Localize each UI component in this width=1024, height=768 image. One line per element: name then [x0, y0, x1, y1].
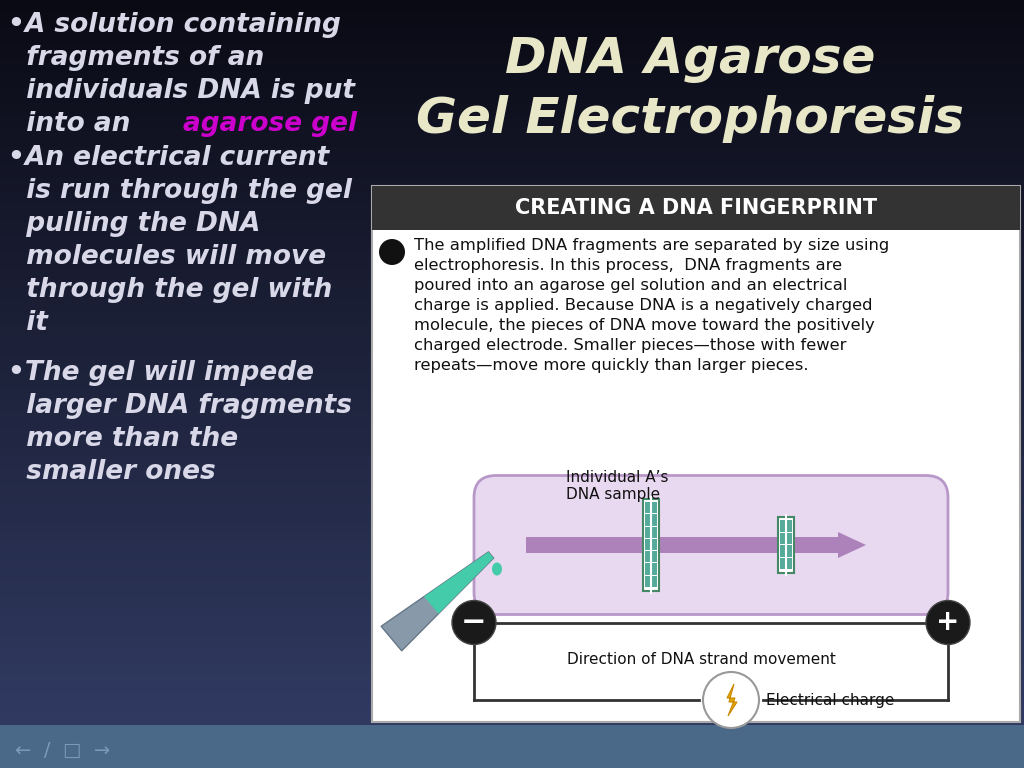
- Text: CREATING A DNA FINGERPRINT: CREATING A DNA FINGERPRINT: [515, 198, 878, 218]
- Bar: [645, 564, 657, 574]
- FancyBboxPatch shape: [643, 499, 659, 591]
- Bar: [645, 502, 657, 513]
- FancyBboxPatch shape: [474, 475, 948, 614]
- Text: Gel Electrophoresis: Gel Electrophoresis: [416, 95, 964, 143]
- Ellipse shape: [492, 562, 502, 575]
- Bar: [645, 515, 657, 525]
- Circle shape: [452, 601, 496, 644]
- Text: through the gel with: through the gel with: [8, 277, 332, 303]
- Text: pulling the DNA: pulling the DNA: [8, 211, 260, 237]
- Polygon shape: [381, 552, 494, 650]
- Circle shape: [379, 239, 406, 265]
- Polygon shape: [424, 552, 494, 614]
- Text: agarose gel: agarose gel: [183, 111, 357, 137]
- Bar: [645, 539, 657, 550]
- Text: +: +: [936, 608, 959, 637]
- Text: is run through the gel: is run through the gel: [8, 178, 352, 204]
- Bar: [780, 558, 792, 569]
- Text: •The gel will impede: •The gel will impede: [8, 360, 314, 386]
- Text: •An electrical current: •An electrical current: [8, 145, 330, 171]
- FancyBboxPatch shape: [778, 517, 794, 573]
- FancyBboxPatch shape: [0, 725, 1024, 768]
- Bar: [645, 527, 657, 538]
- Text: Direction of DNA strand movement: Direction of DNA strand movement: [566, 653, 836, 667]
- Bar: [645, 551, 657, 562]
- Text: into an: into an: [8, 111, 139, 137]
- FancyArrow shape: [526, 532, 866, 558]
- Bar: [780, 520, 792, 531]
- Text: larger DNA fragments: larger DNA fragments: [8, 393, 352, 419]
- Text: Electrical charge: Electrical charge: [766, 693, 894, 707]
- Polygon shape: [727, 684, 737, 716]
- Circle shape: [703, 672, 759, 728]
- Text: −: −: [461, 608, 486, 637]
- Text: molecules will move: molecules will move: [8, 244, 326, 270]
- Text: DNA Agarose: DNA Agarose: [505, 35, 876, 83]
- Bar: [780, 532, 792, 544]
- Text: it: it: [8, 310, 48, 336]
- Bar: [780, 545, 792, 557]
- Text: individuals DNA is put: individuals DNA is put: [8, 78, 355, 104]
- Bar: [645, 576, 657, 587]
- Text: Individual A’s
DNA sample: Individual A’s DNA sample: [566, 470, 669, 502]
- FancyBboxPatch shape: [372, 186, 1020, 230]
- FancyBboxPatch shape: [372, 186, 1020, 722]
- Text: smaller ones: smaller ones: [8, 459, 216, 485]
- Text: •A solution containing: •A solution containing: [8, 12, 341, 38]
- Circle shape: [926, 601, 970, 644]
- Text: ←  /  □  →: ← / □ →: [15, 740, 111, 760]
- Text: The amplified DNA fragments are separated by size using
electrophoresis. In this: The amplified DNA fragments are separate…: [414, 238, 889, 373]
- Text: fragments of an: fragments of an: [8, 45, 264, 71]
- Text: more than the: more than the: [8, 426, 239, 452]
